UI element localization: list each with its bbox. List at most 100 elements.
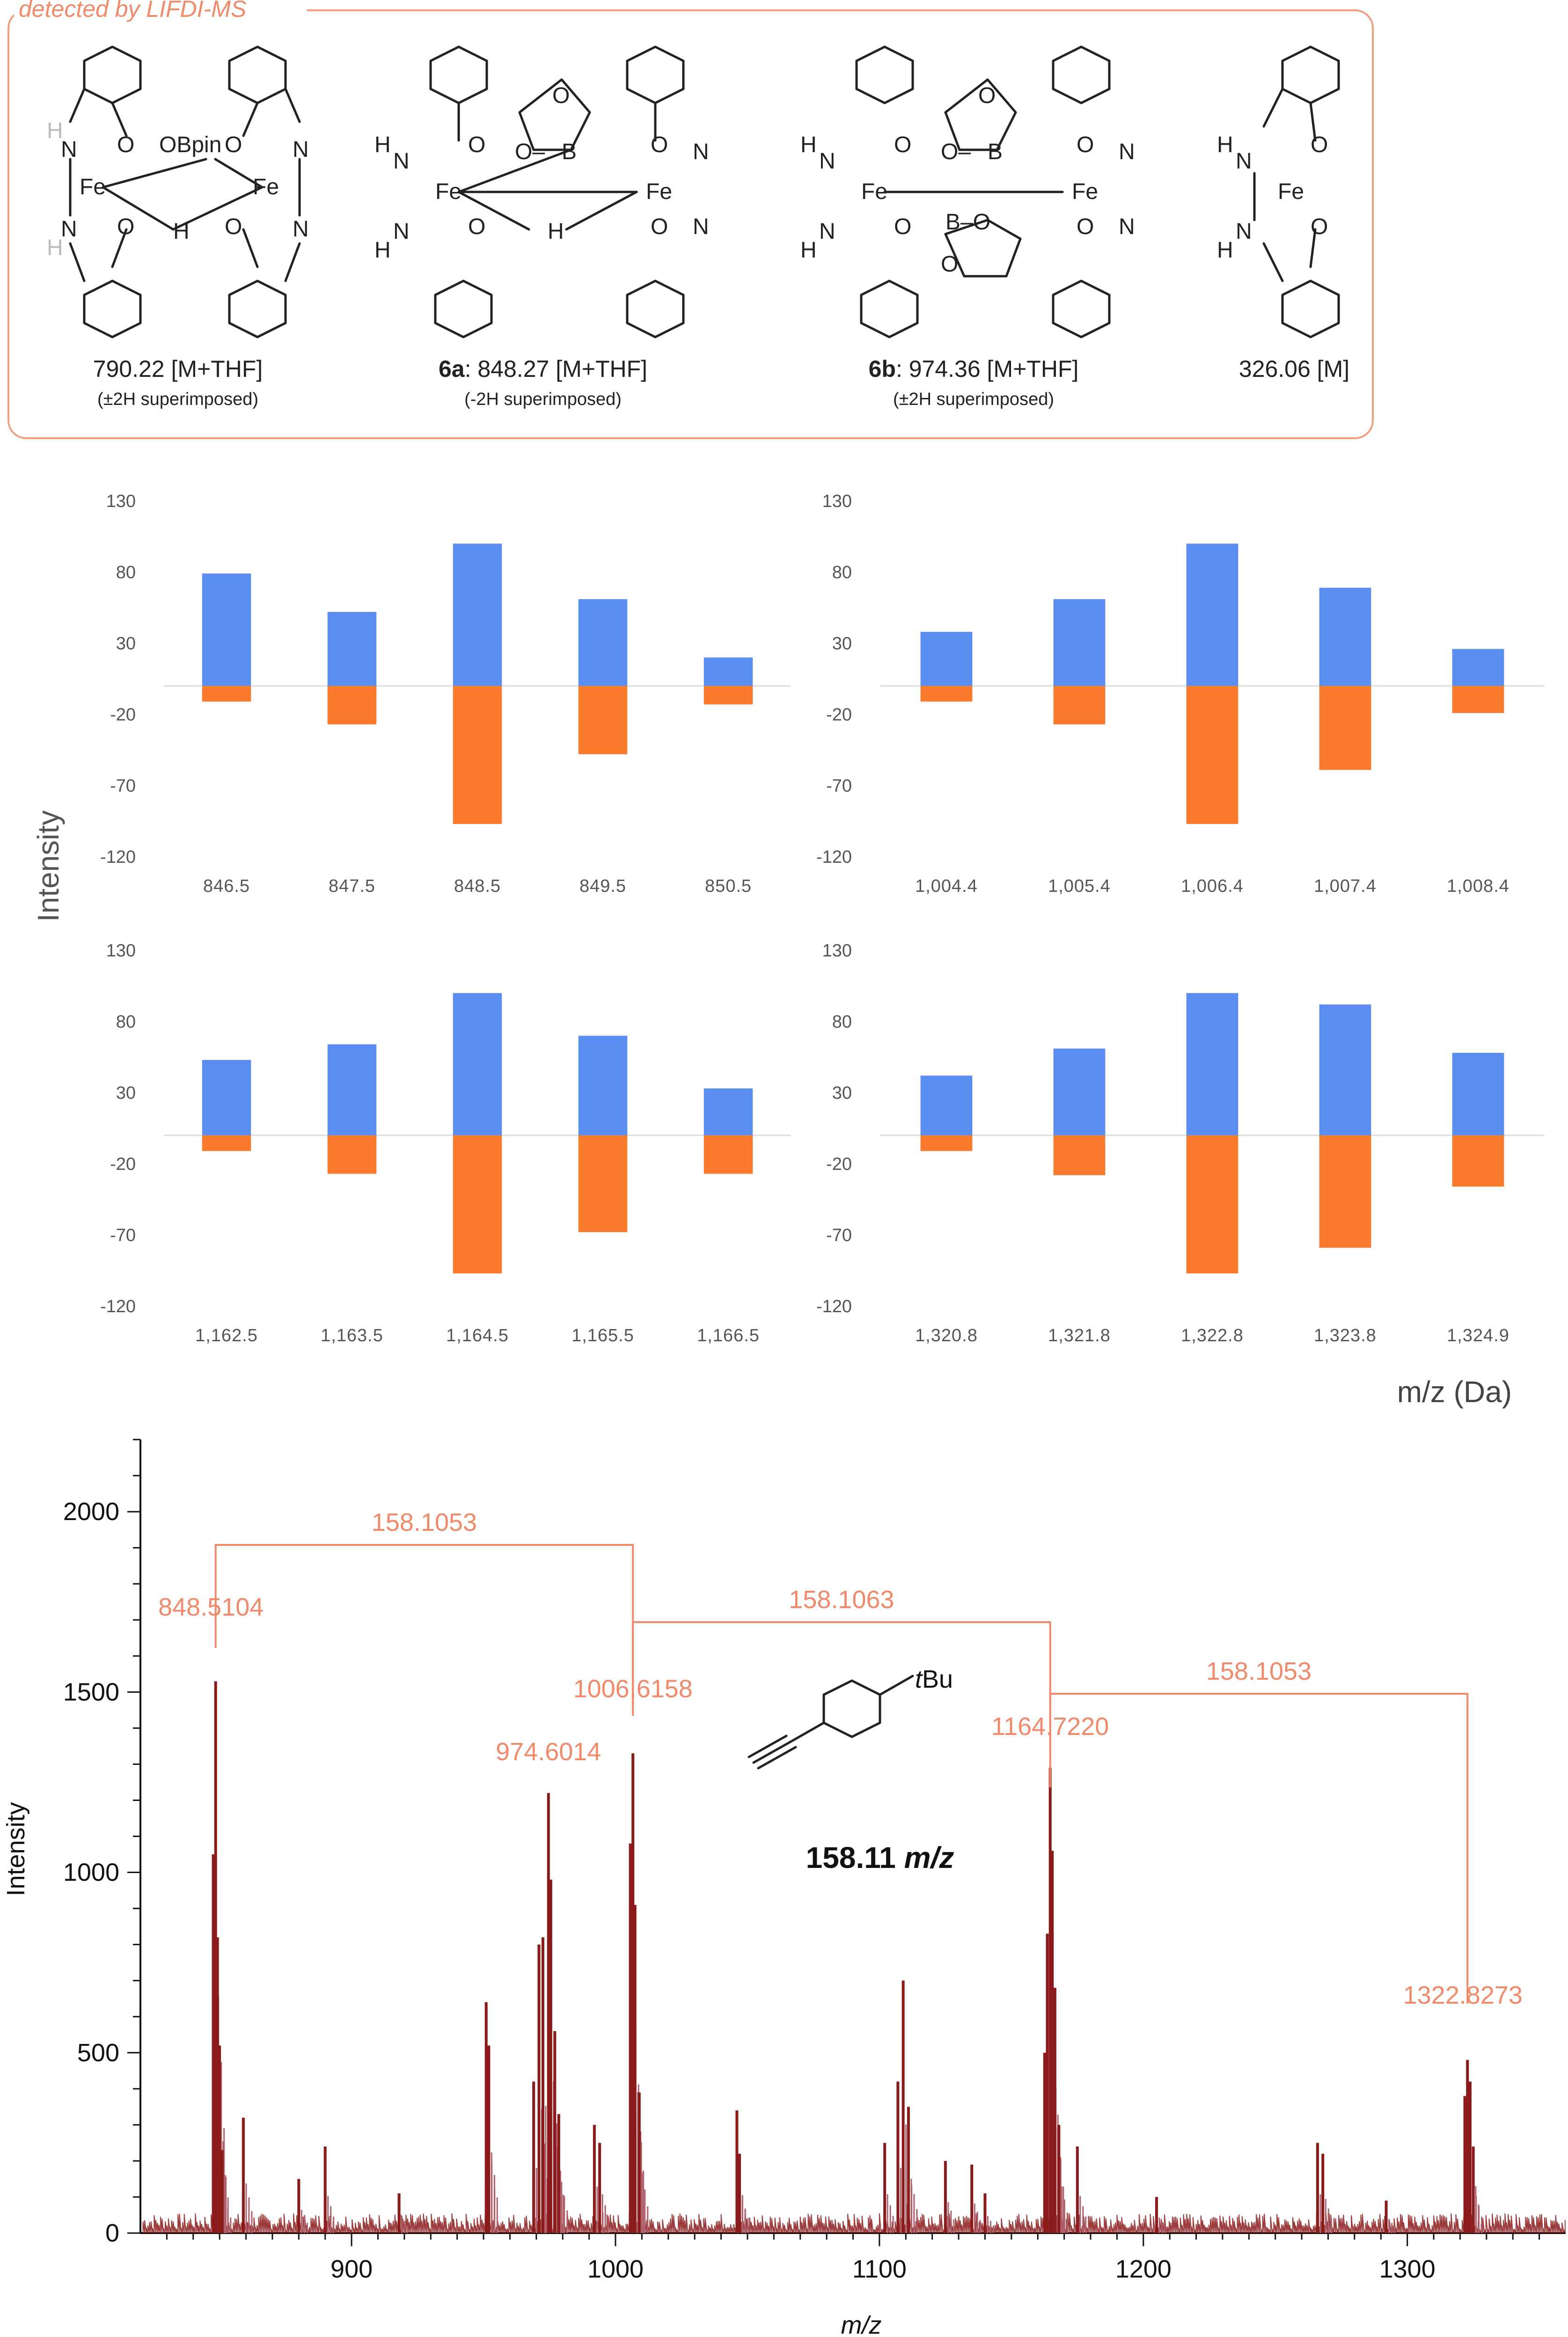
svg-text:N: N: [293, 137, 309, 162]
experimental-bar: [1053, 1135, 1106, 1176]
peak-label: 1322.8273: [1403, 1981, 1523, 2009]
structure-6b: H N O O– B O O N Fe Fe B–O O N H O O N: [800, 45, 1135, 338]
simulated-bar: [1053, 599, 1106, 686]
svg-text:N: N: [393, 149, 410, 174]
compound-6b-mass: 6b: 974.36 [M+THF]: [869, 356, 1079, 382]
svg-text:OBpin: OBpin: [159, 132, 221, 157]
peak-label: 974.6014: [496, 1738, 601, 1766]
simulated-bar: [1186, 544, 1238, 686]
mz-da-axis-title: m/z (Da): [1397, 1375, 1512, 1409]
simulated-bar: [703, 1088, 753, 1136]
isotope-panel-bottom-right: 130 80 30 -20 -70 -120 1,320.8 1,321.8 1,322.8 1,…: [816, 941, 1545, 1345]
x-tick-label: 1,323.8: [1314, 1326, 1377, 1345]
svg-text:N: N: [1119, 214, 1135, 239]
svg-text:H: H: [800, 132, 817, 157]
y-tick-label: -20: [110, 705, 136, 725]
spectrum-y-tick-label: 1000: [63, 1859, 119, 1887]
tbu-label: tBu: [915, 1665, 953, 1693]
experimental-bar: [1186, 1135, 1238, 1274]
svg-text:N: N: [693, 214, 709, 239]
mass-difference-bracket: [632, 1621, 1051, 1753]
svg-text:N: N: [293, 217, 309, 242]
svg-text:O: O: [1311, 132, 1328, 157]
experimental-bar: [578, 686, 628, 755]
peak-label: 848.5104: [158, 1593, 264, 1621]
x-tick-label: 1,007.4: [1314, 876, 1377, 896]
svg-text:Fe: Fe: [435, 179, 462, 204]
x-tick-label: 847.5: [329, 876, 375, 896]
simulated-bar: [578, 1036, 628, 1136]
spectrum-y-tick-label: 0: [105, 2219, 119, 2247]
svg-text:O: O: [117, 214, 134, 239]
y-tick-label: 30: [116, 634, 136, 654]
svg-text:N: N: [1236, 149, 1252, 174]
svg-text:N: N: [819, 219, 835, 244]
svg-text:O: O: [978, 83, 996, 108]
simulated-bar: [453, 544, 502, 686]
simulated-bar: [202, 1060, 251, 1136]
svg-text:O: O: [1311, 214, 1328, 239]
spectrum-x-tick-label: 1300: [1379, 2255, 1436, 2283]
y-tick-label: -70: [826, 776, 852, 796]
simulated-bar: [327, 1044, 377, 1136]
simulated-bar: [920, 632, 973, 686]
svg-text:H: H: [374, 132, 391, 157]
spectrum-x-tick-label: 900: [330, 2255, 373, 2283]
y-tick-label: 130: [106, 941, 136, 961]
x-tick-label: 1,321.8: [1048, 1326, 1111, 1345]
isotope-panel-top-left: 130 80 30 -20 -70 -120 846.5 847.5 848.5 849.5 850…: [100, 492, 791, 896]
svg-text:O: O: [1077, 214, 1094, 239]
spectrum-y-tick-label: 1500: [63, 1678, 119, 1706]
experimental-bar: [703, 686, 753, 705]
simulated-bar: [703, 657, 753, 686]
x-tick-label: 848.5: [454, 876, 501, 896]
fragment-mass-label: 158.11 m/z: [806, 1841, 954, 1874]
svg-text:O: O: [468, 132, 485, 157]
svg-text:N: N: [393, 219, 410, 244]
experimental-bar: [453, 686, 502, 824]
simulated-bar: [453, 993, 502, 1136]
experimental-bar: [1319, 686, 1371, 770]
svg-text:O: O: [941, 252, 958, 277]
svg-text:Fe: Fe: [861, 179, 887, 204]
y-tick-label: 80: [832, 1012, 852, 1032]
experimental-bar: [327, 1135, 377, 1174]
mass-difference-bracket: [1049, 1693, 1469, 2004]
isotope-panels: 130 80 30 -20 -70 -120 846.5 847.5 848.5 849.5 850…: [100, 492, 1545, 1345]
svg-text:O: O: [552, 83, 570, 108]
spectrum-y-tick-label: 2000: [63, 1498, 119, 1526]
spectrum-y-title: Intensity: [2, 1802, 30, 1896]
simulated-bar: [1319, 588, 1371, 686]
x-tick-label: 850.5: [705, 876, 752, 896]
mass-difference-label: 158.1063: [789, 1586, 894, 1614]
svg-text:H: H: [374, 238, 391, 263]
y-tick-label: -120: [816, 1297, 852, 1316]
x-tick-label: 1,165.5: [572, 1326, 634, 1345]
svg-text:B: B: [988, 140, 1003, 164]
x-tick-label: 1,008.4: [1447, 876, 1509, 896]
svg-text:B: B: [562, 140, 577, 164]
svg-text:O–: O–: [941, 140, 971, 164]
experimental-bar: [1319, 1135, 1371, 1248]
svg-text:H: H: [47, 118, 63, 143]
experimental-bar: [1452, 686, 1504, 713]
y-tick-label: 80: [116, 563, 136, 582]
simulated-bar: [1053, 1048, 1106, 1136]
svg-text:O: O: [894, 132, 911, 157]
svg-text:H: H: [800, 238, 817, 263]
y-tick-label: -70: [826, 1226, 852, 1245]
svg-text:O: O: [651, 132, 668, 157]
svg-text:N: N: [819, 149, 835, 174]
y-tick-label: -120: [100, 1297, 136, 1316]
compound-6b-note: (±2H superimposed): [893, 390, 1054, 409]
x-tick-label: 1,163.5: [321, 1326, 383, 1345]
y-tick-label: -70: [110, 776, 136, 796]
y-tick-label: -70: [110, 1226, 136, 1245]
svg-text:Fe: Fe: [646, 179, 672, 204]
experimental-bar: [1452, 1135, 1504, 1187]
experimental-bar: [920, 1135, 973, 1151]
y-tick-label: 30: [832, 1083, 852, 1103]
y-tick-label: 30: [832, 634, 852, 654]
simulated-bar: [1319, 1004, 1371, 1136]
